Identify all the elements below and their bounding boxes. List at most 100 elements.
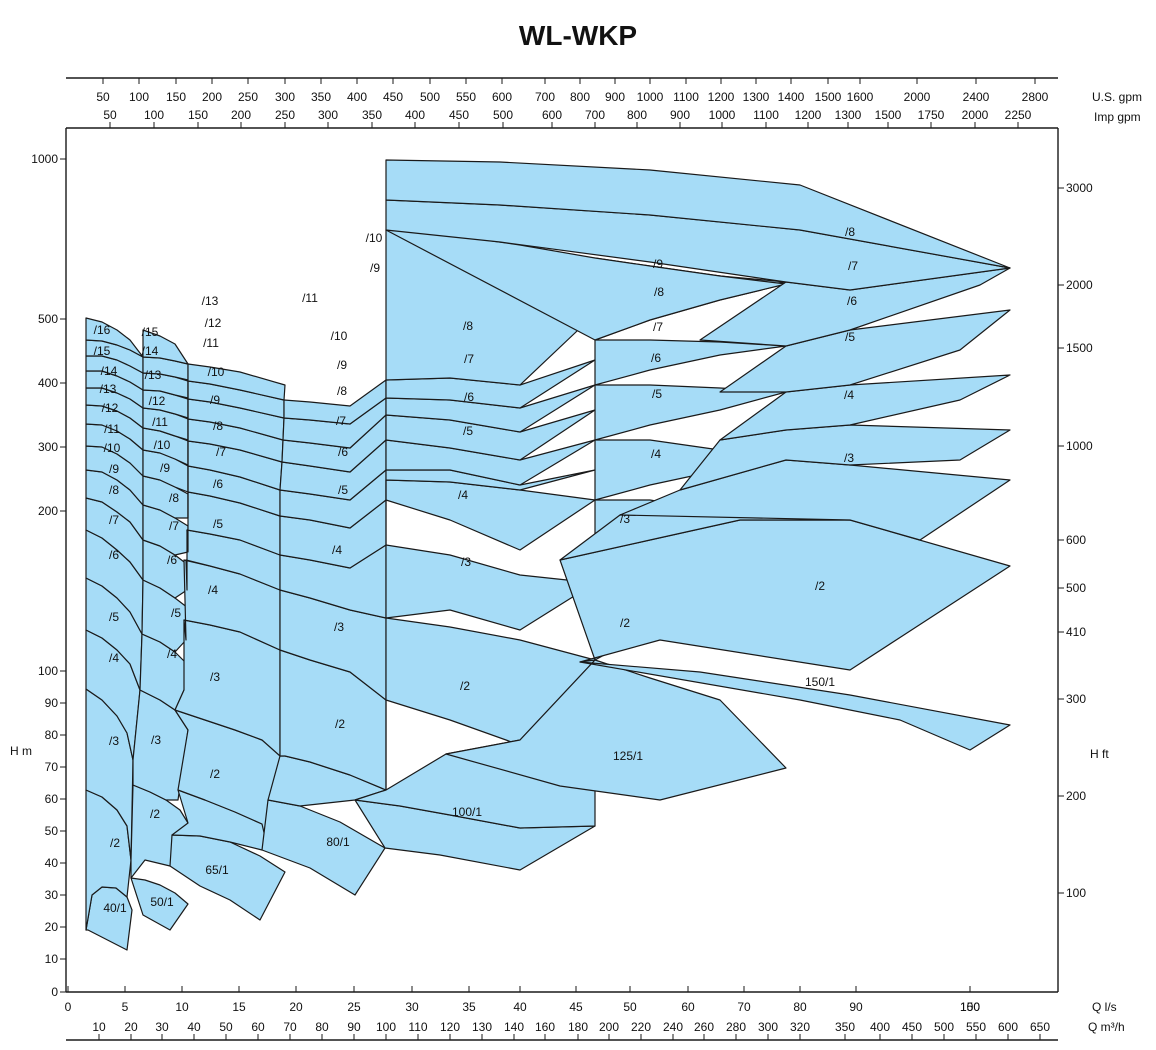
curve-region [85,317,144,358]
x-m3h-tick-label: 120 [440,1020,460,1034]
segment-label: /5 [109,610,119,624]
y-ft-tick-label: 200 [1066,789,1086,803]
segment-label: /7 [336,414,346,428]
x-m3h-tick-label: 40 [187,1020,201,1034]
x-axis-impgpm-label: Imp gpm [1094,110,1141,124]
x-impgpm-tick-label: 600 [542,108,562,122]
segment-label: /2 [110,836,120,850]
x-m3h-tick-label: 10 [92,1020,106,1034]
curve-region [385,479,596,551]
segment-label: /2 [815,579,825,593]
x-m3h-tick-label: 260 [694,1020,714,1034]
segment-label: /14 [142,344,159,358]
y-tick-label: 90 [45,696,59,710]
segment-label: /11 [104,422,120,436]
segment-label: /9 [370,261,380,275]
segment-label: /10 [154,438,171,452]
curve-regions [85,159,1011,951]
x-axis-m3h-label: Q m³/h [1088,1020,1125,1034]
segment-label: /12 [149,394,166,408]
x-m3h-tick-label: 20 [124,1020,138,1034]
segment-label: /5 [338,483,348,497]
segment-label: /7 [216,445,226,459]
y-ft-tick-label: 1000 [1066,439,1093,453]
curve-region [85,886,133,951]
x-m3h-tick-label: 320 [790,1020,810,1034]
segment-label: /6 [464,390,474,404]
x-m3h-tick-label: 200 [599,1020,619,1034]
segment-label: 80/1 [326,835,350,849]
x-usgpm-tick-label: 200 [202,90,222,104]
segment-label: 65/1 [205,863,229,877]
curve-region [385,159,1011,269]
segment-label: /10 [366,231,383,245]
y-ft-tick-label: 410 [1066,625,1086,639]
x-m3h-tick-label: 220 [631,1020,651,1034]
x-usgpm-tick-label: 400 [347,90,367,104]
x-usgpm-tick-label: 500 [420,90,440,104]
x-tick-label: 25 [347,1000,361,1014]
x-usgpm-tick-label: 250 [238,90,258,104]
x-m3h-tick-label: 100 [376,1020,396,1034]
segment-label: /5 [463,424,473,438]
x-m3h-tick-label: 60 [251,1020,265,1034]
x-tick-label: 80 [793,1000,807,1014]
segment-label: /6 [213,477,223,491]
x-usgpm-tick-label: 600 [492,90,512,104]
y-tick-label: 10 [45,952,59,966]
segment-label: /5 [845,330,855,344]
segment-label: /6 [847,294,857,308]
segment-label: /9 [337,358,347,372]
x-impgpm-tick-label: 300 [318,108,338,122]
x-m3h-tick-label: 400 [870,1020,890,1034]
x-tick-label: 100 [960,1000,980,1014]
y-tick-label: 50 [45,824,59,838]
x-tick-label: 0 [65,1000,72,1014]
segment-label: /8 [463,319,473,333]
x-usgpm-tick-label: 1600 [847,90,874,104]
x-usgpm-tick-label: 100 [129,90,149,104]
segment-label: /15 [94,344,111,358]
segment-label: /2 [620,616,630,630]
segment-label: /7 [464,352,474,366]
curve-region [261,799,386,896]
segment-label: /6 [651,351,661,365]
x-m3h-tick-label: 140 [504,1020,524,1034]
x-impgpm-tick-label: 1100 [753,108,779,122]
x-usgpm-tick-label: 1000 [637,90,664,104]
x-usgpm-tick-label: 1100 [673,90,699,104]
segment-label: /7 [848,259,858,273]
x-impgpm-tick-label: 500 [493,108,513,122]
segment-label: /14 [101,364,118,378]
segment-label: 100/1 [452,805,482,819]
x-usgpm-tick-label: 2400 [963,90,990,104]
x-tick-label: 40 [513,1000,527,1014]
x-impgpm-tick-label: 1000 [709,108,736,122]
x-impgpm-tick-label: 700 [585,108,605,122]
y-ft-tick-label: 3000 [1066,181,1093,195]
y-tick-label: 300 [38,440,58,454]
x-usgpm-tick-label: 550 [456,90,476,104]
segment-label: /2 [150,807,160,821]
segment-label: /6 [109,548,119,562]
y-tick-label: 1000 [31,152,58,166]
x-m3h-tick-label: 280 [726,1020,746,1034]
segment-label: /10 [104,441,121,455]
segment-label: /2 [335,717,345,731]
segment-label: /9 [160,461,170,475]
x-m3h-tick-label: 110 [408,1020,427,1034]
segment-label: /8 [337,384,347,398]
segment-label: /4 [651,447,661,461]
segment-label: /9 [210,393,220,407]
segment-label: /13 [202,294,219,308]
segment-label: /4 [109,651,119,665]
x-tick-label: 5 [122,1000,129,1014]
segment-label: 40/1 [103,901,127,915]
segment-label: /3 [109,734,119,748]
curve-region [445,659,787,801]
x-impgpm-tick-label: 1200 [795,108,822,122]
x-impgpm-tick-label: 2000 [962,108,989,122]
x-m3h-tick-label: 350 [835,1020,855,1034]
y-tick-label: 40 [45,856,59,870]
